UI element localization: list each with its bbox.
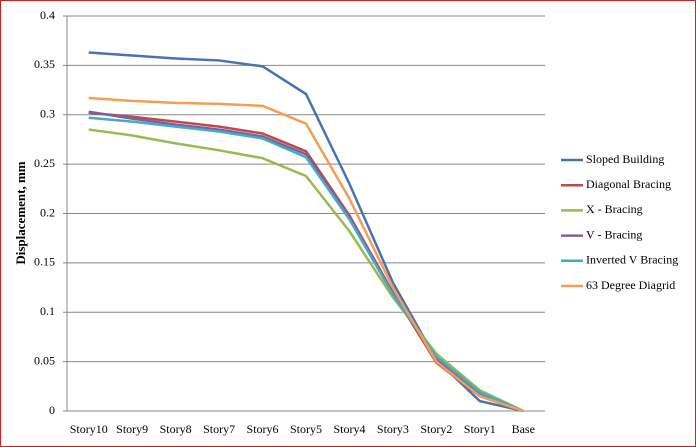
legend-label: X - Bracing <box>586 202 643 216</box>
y-tick-label: 0 <box>49 403 55 417</box>
series-line <box>88 110 524 413</box>
legend-label: V - Bracing <box>586 227 642 241</box>
x-tick-label: Story2 <box>420 422 452 436</box>
x-tick-label: Story9 <box>116 422 148 436</box>
y-tick-label: 0.2 <box>40 205 55 219</box>
x-tick-label: Story4 <box>333 422 365 436</box>
x-tick-label: Story8 <box>160 422 192 436</box>
y-axis-title: Displacement, mm <box>13 161 28 264</box>
y-tick-label: 0.05 <box>34 353 55 367</box>
x-tick-label: Story3 <box>377 422 409 436</box>
x-tick-label: Story7 <box>203 422 235 436</box>
x-tick-label: Story10 <box>70 422 108 436</box>
x-tick-label: Story1 <box>464 422 496 436</box>
legend-label: Inverted V Bracing <box>586 253 678 267</box>
y-tick-label: 0.25 <box>34 156 55 170</box>
series-line <box>88 128 524 413</box>
legend-label: 63 Degree Diagrid <box>586 278 675 292</box>
legend-label: Sloped Building <box>586 152 664 166</box>
y-tick-label: 0.1 <box>40 304 55 318</box>
x-tick-label: Story5 <box>290 422 322 436</box>
series-line <box>88 116 524 413</box>
legend-label: Diagonal Bracing <box>586 177 671 191</box>
series-line <box>88 96 524 413</box>
x-tick-label: Story6 <box>247 422 279 436</box>
y-tick-label: 0.15 <box>34 255 55 269</box>
y-tick-label: 0.3 <box>40 107 55 121</box>
y-tick-label: 0.4 <box>40 8 55 22</box>
y-tick-label: 0.35 <box>34 57 55 71</box>
x-tick-label: Base <box>512 422 535 436</box>
